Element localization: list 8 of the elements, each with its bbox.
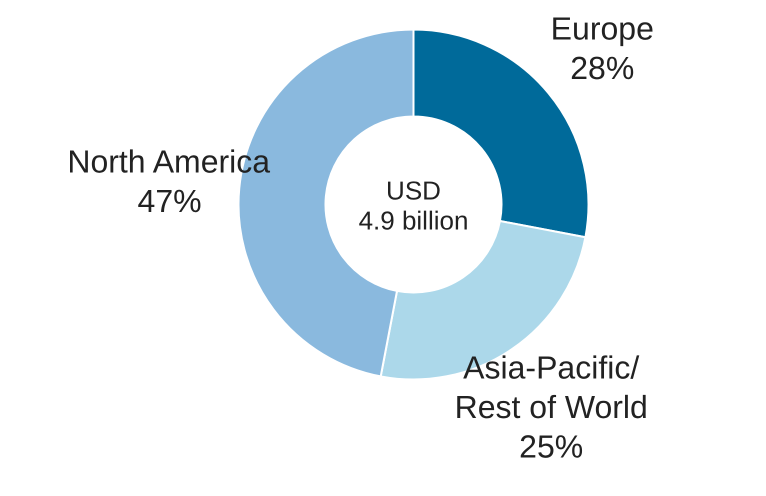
- slice-label: Europe: [550, 10, 654, 47]
- data-label: 25%: [519, 428, 584, 465]
- text: USD: [386, 176, 441, 206]
- slice-label: Asia-Pacific/ Rest of World: [454, 350, 648, 426]
- text: 4.9 billion: [358, 206, 468, 236]
- data-label: 28%: [570, 50, 634, 86]
- data-label: 47%: [138, 183, 202, 220]
- slice-label: North America: [67, 144, 270, 180]
